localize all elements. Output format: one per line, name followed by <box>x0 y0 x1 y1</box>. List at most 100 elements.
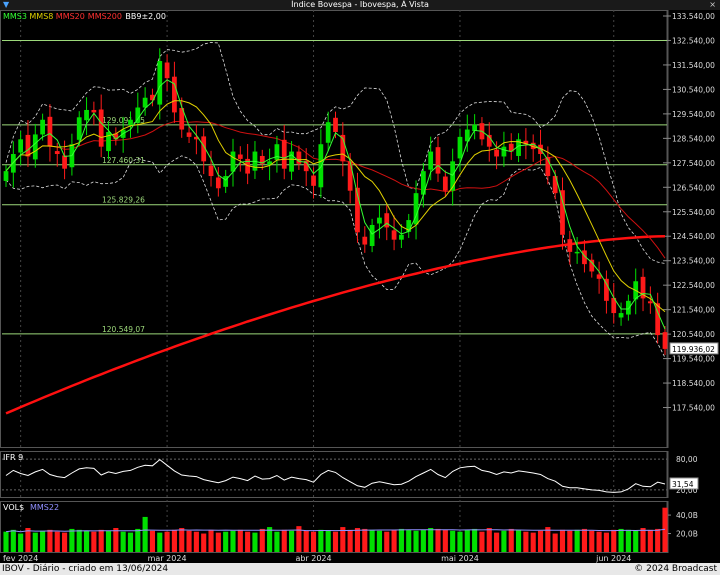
candle-body <box>25 134 31 157</box>
candle-body <box>377 217 382 224</box>
candle-body <box>318 144 324 188</box>
volume-bar <box>54 531 60 552</box>
volume-bar <box>611 529 617 552</box>
mms200-line <box>5 234 666 415</box>
candle-body <box>128 119 133 126</box>
level-label: 120.549,07 <box>102 325 145 334</box>
candle-body <box>523 140 529 145</box>
volume-bar <box>230 530 236 552</box>
volume-bar <box>662 507 668 552</box>
volume-bar <box>603 532 609 552</box>
volume-axis-label: 20,0B <box>676 530 698 539</box>
volume-bar <box>98 529 104 552</box>
rsi-panel-frame <box>0 451 668 498</box>
candle-body <box>369 224 375 247</box>
volume-axis-label: 40,0B <box>676 511 698 520</box>
candle-body <box>589 259 595 272</box>
candle-body <box>215 177 221 189</box>
price-axis-label: 127.540,00 <box>672 159 715 168</box>
volume-mms22-line <box>5 528 666 533</box>
volume-bar <box>149 530 156 552</box>
volume-bar <box>135 528 141 552</box>
candle-body <box>62 155 67 169</box>
candle-body <box>223 176 229 187</box>
candle-body <box>435 147 441 174</box>
candle-body <box>54 151 60 155</box>
app-icon: ▼ <box>3 0 10 9</box>
rsi-title: IFR 9 <box>3 453 23 462</box>
volume-bar <box>567 530 573 552</box>
mms8-line <box>5 100 666 313</box>
level-label: 125.829,26 <box>102 196 145 205</box>
price-axis-label: 119.540,00 <box>672 355 715 364</box>
volume-bar <box>633 530 639 552</box>
candle-body <box>186 132 192 137</box>
candle-body <box>384 213 390 228</box>
candle-body <box>508 143 514 152</box>
volume-bar <box>3 531 9 552</box>
candle-body <box>333 117 338 132</box>
volume-title: VOL$ <box>3 503 24 512</box>
candle-body <box>201 136 207 162</box>
rsi-axis-label: 80,00 <box>676 455 698 464</box>
volume-bar <box>62 532 68 552</box>
volume-bar <box>406 529 412 552</box>
volume-bar <box>508 528 514 552</box>
x-axis-label: fev 2024 <box>3 554 38 563</box>
candle-body <box>32 134 38 160</box>
volume-bar <box>76 529 82 552</box>
legend-item: MMS3 <box>3 12 27 21</box>
rsi-line <box>5 458 666 493</box>
volume-bar <box>391 529 397 552</box>
candle-body <box>464 129 470 142</box>
volume-bar <box>618 528 624 552</box>
close-icon[interactable]: × <box>709 0 716 9</box>
volume-bar <box>208 529 214 552</box>
price-axis-label: 126.540,00 <box>672 183 715 192</box>
candle-body <box>91 109 97 113</box>
volume-bar <box>530 532 536 552</box>
candle-body <box>157 61 163 105</box>
price-axis-label: 128.540,00 <box>672 134 715 143</box>
price-axis-label: 125.540,00 <box>672 208 715 217</box>
rsi-last-label: 31,54 <box>672 480 694 489</box>
candle-body <box>450 161 456 191</box>
price-axis-label: 117.540,00 <box>672 404 715 413</box>
volume-bar <box>442 529 448 552</box>
volume-bar <box>362 528 368 552</box>
candle-body <box>662 332 668 349</box>
candle-body <box>150 94 155 101</box>
volume-bar <box>25 528 31 552</box>
candle-body <box>113 133 119 140</box>
volume-bar <box>215 532 221 552</box>
volume-bar <box>384 531 390 552</box>
window-title: Índice Bovespa - Ibovespa, À Vista <box>291 0 429 9</box>
candle-body <box>311 175 316 186</box>
rsi-axis-label: 20,00 <box>676 486 698 495</box>
candle-body <box>457 136 463 159</box>
volume-bar <box>171 529 177 552</box>
candle-body <box>442 176 448 191</box>
candle-body <box>325 122 331 143</box>
candle-body <box>98 109 104 147</box>
candle-body <box>596 274 602 279</box>
volume-bar <box>589 530 595 552</box>
rsi-last-box <box>669 477 699 490</box>
volume-bar <box>310 531 317 552</box>
volume-bar <box>186 530 192 552</box>
candle-body <box>296 151 302 164</box>
volume-bar <box>640 528 646 552</box>
volume-bar <box>193 531 199 552</box>
candle-body <box>428 151 434 170</box>
candle-body <box>303 160 309 172</box>
volume-bar <box>340 527 346 552</box>
candle-body <box>567 239 573 252</box>
candle-body <box>40 119 45 135</box>
level-label: 127.460,31 <box>102 156 145 165</box>
price-axis-label: 132.540,00 <box>672 36 715 45</box>
legend-item: BB9±2,00 <box>125 12 166 21</box>
volume-bar <box>332 531 339 552</box>
volume-bar <box>545 527 551 552</box>
status-footer: IBOV - Diário - criado em 13/06/2024 © 2… <box>0 563 720 575</box>
volume-bar <box>18 533 24 552</box>
